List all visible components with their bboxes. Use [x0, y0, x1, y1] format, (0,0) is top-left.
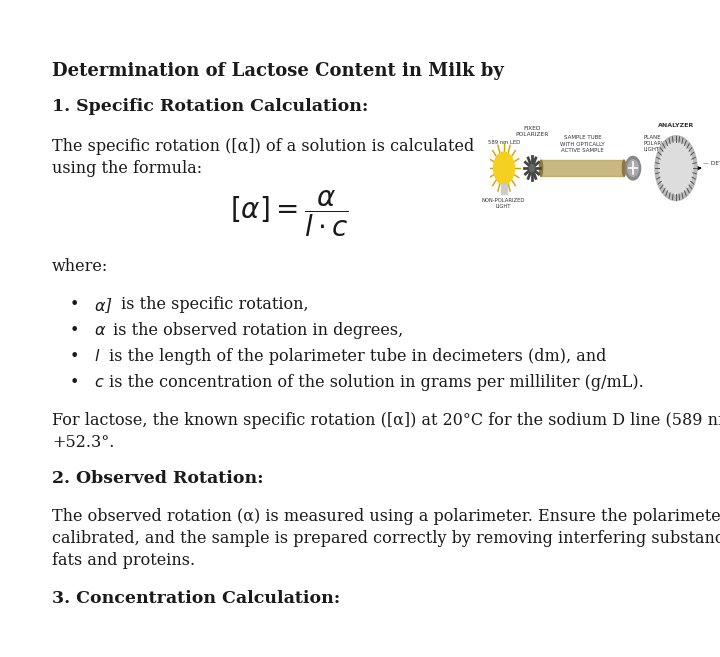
Text: $[\alpha] = \dfrac{\alpha}{l \cdot c}$: $[\alpha] = \dfrac{\alpha}{l \cdot c}$ — [230, 188, 348, 238]
Text: FIXED
POLARIZER: FIXED POLARIZER — [516, 126, 549, 137]
Ellipse shape — [622, 160, 626, 176]
Circle shape — [655, 136, 697, 200]
Text: $\alpha$]: $\alpha$] — [94, 296, 113, 315]
Text: calibrated, and the sample is prepared correctly by removing interfering substan: calibrated, and the sample is prepared c… — [52, 530, 720, 547]
Text: Determination of Lactose Content in Milk by: Determination of Lactose Content in Milk… — [52, 62, 504, 80]
Text: NON-POLARIZED
LIGHT: NON-POLARIZED LIGHT — [481, 198, 525, 209]
Text: 3. Concentration Calculation:: 3. Concentration Calculation: — [52, 590, 341, 607]
Polygon shape — [541, 160, 624, 176]
Circle shape — [626, 156, 641, 180]
Text: $\alpha$: $\alpha$ — [94, 322, 107, 339]
Text: 1. Specific Rotation Calculation:: 1. Specific Rotation Calculation: — [52, 98, 369, 115]
Ellipse shape — [539, 160, 543, 176]
Text: — DETECTOR: — DETECTOR — [703, 161, 720, 166]
Text: $l$: $l$ — [94, 348, 100, 365]
Circle shape — [494, 152, 514, 184]
Text: is the observed rotation in degrees,: is the observed rotation in degrees, — [108, 322, 403, 339]
Text: The specific rotation ([α]) of a solution is calculated: The specific rotation ([α]) of a solutio… — [52, 138, 474, 155]
Text: •: • — [70, 374, 79, 391]
Text: SAMPLE TUBE
WITH OPTICALLY
ACTIVE SAMPLE: SAMPLE TUBE WITH OPTICALLY ACTIVE SAMPLE — [560, 135, 605, 152]
Text: using the formula:: using the formula: — [52, 160, 202, 177]
Text: fats and proteins.: fats and proteins. — [52, 552, 195, 569]
Bar — [501, 184, 507, 194]
Text: •: • — [70, 296, 79, 313]
Text: is the length of the polarimeter tube in decimeters (dm), and: is the length of the polarimeter tube in… — [104, 348, 606, 365]
Text: ANALYZER: ANALYZER — [658, 123, 694, 128]
Text: •: • — [70, 322, 79, 339]
Text: where:: where: — [52, 258, 108, 275]
Text: The observed rotation (α) is measured using a polarimeter. Ensure the polarimete: The observed rotation (α) is measured us… — [52, 508, 720, 525]
Text: 589 nm LED: 589 nm LED — [488, 140, 520, 145]
Text: +52.3°.: +52.3°. — [52, 434, 114, 451]
Text: is the specific rotation,: is the specific rotation, — [116, 296, 309, 313]
Text: •: • — [70, 348, 79, 365]
Text: For lactose, the known specific rotation ([α]) at 20°C for the sodium D line (58: For lactose, the known specific rotation… — [52, 412, 720, 429]
Text: PLANE
POLARIZED
LIGHT: PLANE POLARIZED LIGHT — [644, 135, 675, 152]
Circle shape — [628, 160, 639, 177]
Text: 2. Observed Rotation:: 2. Observed Rotation: — [52, 470, 264, 487]
Text: $c$: $c$ — [94, 374, 104, 391]
Text: is the concentration of the solution in grams per milliliter (g/mL).: is the concentration of the solution in … — [104, 374, 644, 391]
Circle shape — [659, 142, 693, 194]
Circle shape — [530, 164, 534, 172]
